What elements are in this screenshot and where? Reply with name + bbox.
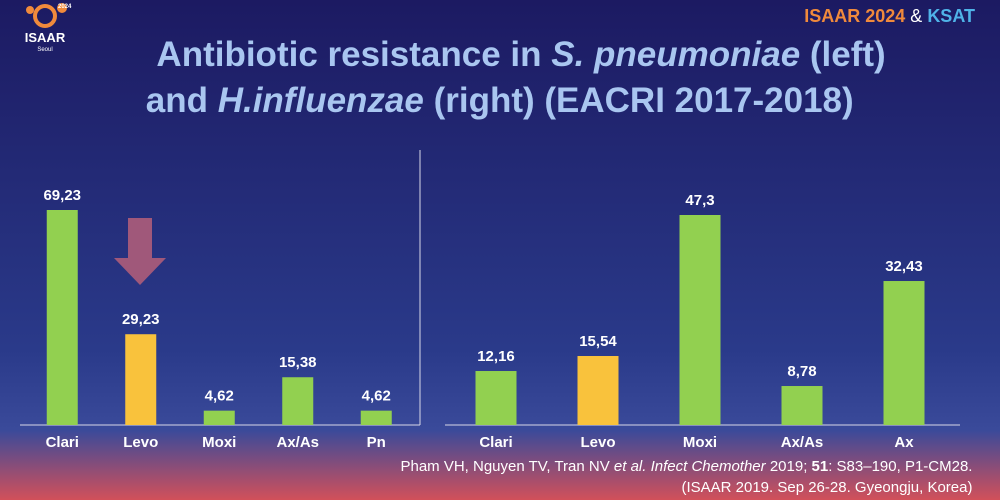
bar <box>203 410 235 425</box>
bar <box>475 371 517 425</box>
title-part: Antibiotic resistance in <box>156 35 551 74</box>
category-label: Clari <box>46 434 79 451</box>
title-line: and H.influenzae (right) (EACRI 2017-201… <box>97 81 883 120</box>
category-label: Clari <box>479 434 512 451</box>
bar <box>125 334 157 425</box>
bar <box>781 386 823 425</box>
citation-part: (ISAAR 2019. Sep 26-28. Gyeongju, Korea) <box>681 479 972 496</box>
title-part: (left) <box>800 35 886 74</box>
title-part: and <box>146 81 218 120</box>
logo-city: Seoul <box>37 47 52 53</box>
logo: 2024 ISAAR Seoul <box>25 3 72 53</box>
value-label: 29,23 <box>122 311 160 328</box>
value-label: 47,3 <box>685 192 714 209</box>
arrow <box>114 218 166 285</box>
value-label: 15,38 <box>279 354 317 371</box>
citation-part: : S83–190, P1-CM28. <box>828 458 972 475</box>
citation-part: Pham VH, Nguyen TV, Tran NV <box>400 458 613 475</box>
category-label: Ax/As <box>781 434 824 451</box>
value-label: 69,23 <box>43 187 81 204</box>
logo-year: 2024 <box>58 4 72 10</box>
category-label: Moxi <box>683 434 717 451</box>
category-label: Levo <box>580 434 615 451</box>
citation-part: 51 <box>812 458 829 475</box>
citation-part: et al. Infect Chemother <box>614 458 767 475</box>
header: ISAAR 2024 & KSAT <box>779 6 990 26</box>
value-label: 4,62 <box>362 388 391 405</box>
bar <box>577 356 619 425</box>
bar <box>46 210 78 425</box>
category-label: Levo <box>123 434 158 451</box>
citation-line: Pham VH, Nguyen TV, Tran NV et al. Infec… <box>380 458 985 475</box>
citation-line: (ISAAR 2019. Sep 26-28. Gyeongju, Korea) <box>661 479 985 496</box>
bar <box>679 215 721 425</box>
title-line: Antibiotic resistance in S. pneumoniae (… <box>109 35 915 74</box>
citation-part: 2019; <box>766 458 812 475</box>
category-label: Ax <box>894 434 914 451</box>
header-part: ISAAR 2024 <box>804 6 905 26</box>
logo-name: ISAAR <box>25 30 66 45</box>
bar <box>883 281 925 425</box>
value-label: 15,54 <box>579 333 617 350</box>
title-part: (right) (EACRI 2017-2018) <box>424 81 854 120</box>
value-label: 12,16 <box>477 348 515 365</box>
category-label: Ax/As <box>276 434 319 451</box>
value-label: 8,78 <box>787 363 816 380</box>
header-part: KSAT <box>927 6 975 26</box>
title-part: S. pneumoniae <box>551 35 800 74</box>
value-label: 4,62 <box>205 388 234 405</box>
category-label: Pn <box>367 434 386 451</box>
bar <box>282 377 314 425</box>
value-label: 32,43 <box>885 258 923 275</box>
title-part: H.influenzae <box>218 81 424 120</box>
category-label: Moxi <box>202 434 236 451</box>
bar <box>360 410 392 425</box>
header-part: & <box>905 6 927 26</box>
